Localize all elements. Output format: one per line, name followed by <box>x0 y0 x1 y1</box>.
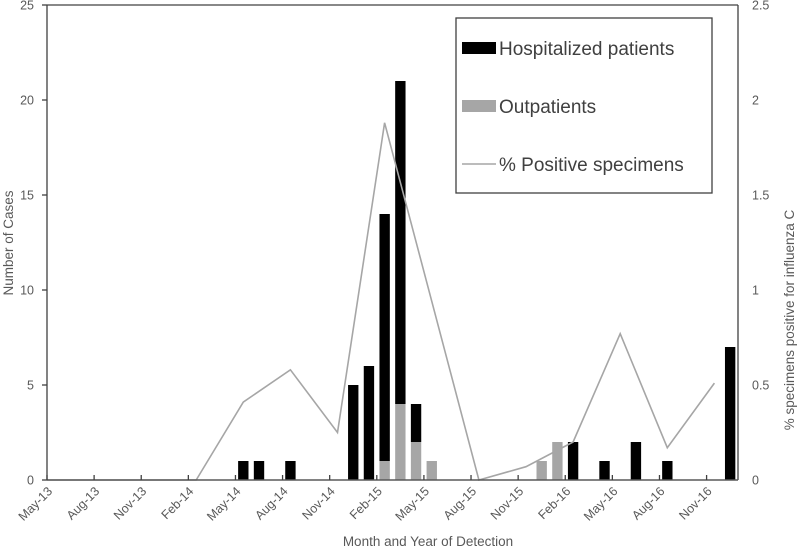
y2-axis-title: % specimens positive for influenza C <box>782 209 797 430</box>
bar-hospitalized-Jan-15 <box>363 366 375 480</box>
legend-label-hospitalized: Hospitalized patients <box>499 39 674 60</box>
y2-tick-label: 2.5 <box>752 0 769 13</box>
y-axis-title: Number of Cases <box>1 190 16 295</box>
bar-hospitalized-Mar-15 <box>395 81 406 404</box>
line-group <box>46 122 716 481</box>
x-tick-label: May-15 <box>393 484 432 523</box>
x-axis-title: Month and Year of Detection <box>343 534 513 549</box>
bar-hospitalized-Apr-15 <box>410 404 422 442</box>
bar-hospitalized-May-14 <box>238 461 249 480</box>
bar-hospitalized-Aug-14 <box>285 461 296 480</box>
legend-box <box>455 17 713 194</box>
bar-hospitalized-Dec-16 <box>724 347 736 480</box>
y-tick-label: 15 <box>20 189 34 203</box>
x-tick-label: Nov-15 <box>488 484 526 522</box>
bar-hospitalized-Apr-16 <box>599 461 610 480</box>
legend-swatch-outpatients <box>462 100 496 112</box>
bar-hospitalized-Jun-16 <box>630 442 642 480</box>
bar-outpatients-Dec-15 <box>536 461 547 480</box>
x-tick-label: Nov-14 <box>299 484 337 522</box>
legend-label-positive: % Positive specimens <box>499 155 684 176</box>
bar-outpatients-Apr-15 <box>410 442 422 480</box>
bar-hospitalized-Dec-14 <box>348 385 359 480</box>
y-tick-label: 5 <box>27 379 34 393</box>
y-tick-label: 10 <box>20 284 34 298</box>
axes-group <box>46 4 739 481</box>
y2-tick-label: 0.5 <box>752 379 769 393</box>
x-tick-label: May-16 <box>581 484 620 523</box>
y2-tick-label: 1 <box>752 284 759 298</box>
x-tick-label: Aug-14 <box>252 484 290 522</box>
legend-label-outpatients: Outpatients <box>499 97 596 118</box>
bar-hospitalized-Jun-14 <box>253 461 265 480</box>
x-ticks-group: May-13 Aug-13 Nov-13 Feb-14 May-14 Aug-14 Nov-… <box>16 475 715 524</box>
y2-tick-label: 2 <box>752 94 759 108</box>
legend-swatch-hospitalized <box>462 42 496 54</box>
x-tick-label: Aug-16 <box>629 484 667 522</box>
x-tick-label: Feb-15 <box>347 484 385 522</box>
x-tick-label: Feb-16 <box>535 484 573 522</box>
y2-ticks-group: 0 0.5 1 1.5 2 2.5 <box>752 0 769 488</box>
bar-outpatients-Feb-15 <box>379 461 390 480</box>
y-tick-label: 20 <box>20 94 34 108</box>
y-tick-label: 0 <box>27 474 34 488</box>
x-tick-label: Aug-13 <box>64 484 102 522</box>
y2-tick-label: 1.5 <box>752 189 769 203</box>
x-tick-label: May-13 <box>16 484 55 523</box>
x-tick-label: May-14 <box>204 484 243 523</box>
bar-outpatients-Jan-16 <box>552 442 563 480</box>
bar-hospitalized-Feb-16 <box>567 442 579 480</box>
y-ticks-group: 0 5 10 15 20 25 <box>20 0 47 488</box>
y-tick-label: 25 <box>20 0 34 13</box>
bar-outpatients-May-15 <box>426 461 437 480</box>
x-tick-label: Feb-14 <box>159 484 197 522</box>
bars-group <box>238 81 736 480</box>
x-tick-label: Nov-13 <box>111 484 149 522</box>
legend: Hospitalized patients Outpatients % Posi… <box>455 17 713 194</box>
x-tick-label: Aug-15 <box>441 484 479 522</box>
bar-outpatients-Mar-15 <box>395 404 406 480</box>
bar-hospitalized-Feb-15 <box>379 214 390 461</box>
y2-tick-label: 0 <box>752 474 759 488</box>
x-tick-label: Nov-16 <box>676 484 714 522</box>
bar-hospitalized-Aug-16 <box>662 461 673 480</box>
